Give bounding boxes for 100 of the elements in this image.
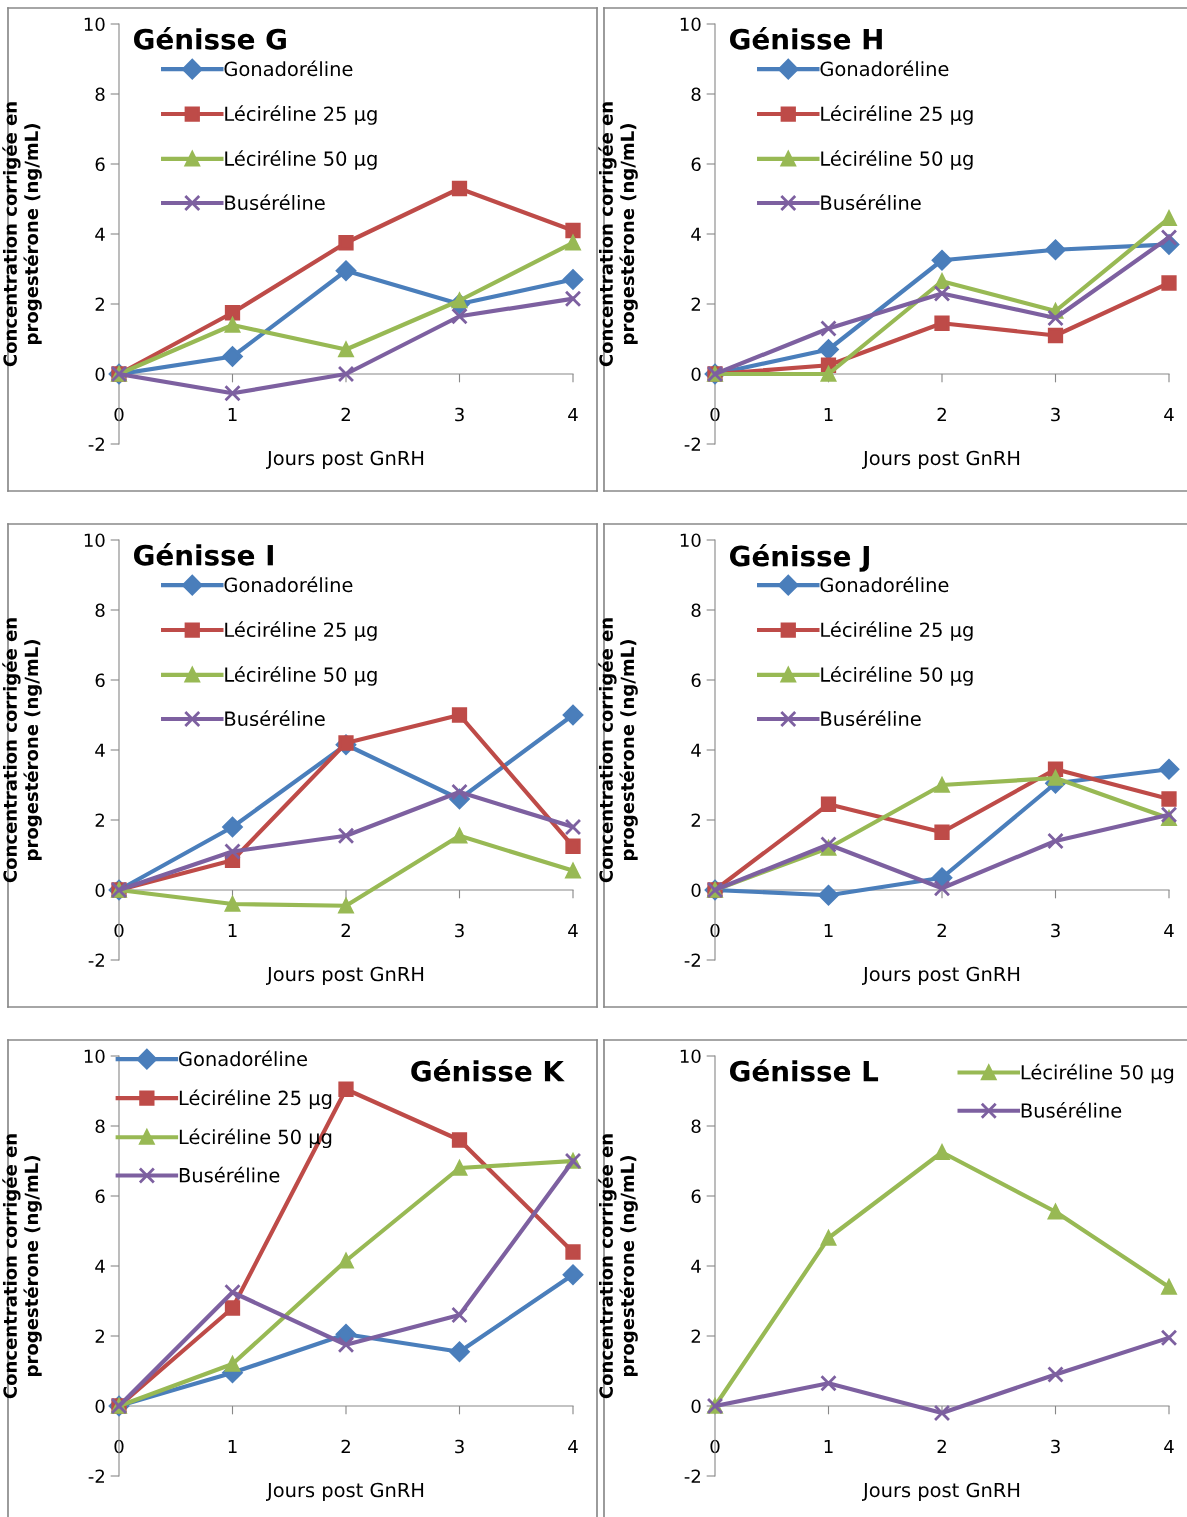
x-tick-label: 1 [228, 923, 237, 938]
x-axis-title: Jours post GnRH [862, 966, 1020, 986]
y-tick-label: 4 [691, 1259, 701, 1273]
y-tick-label: 8 [691, 603, 701, 618]
y-tick-label: -2 [684, 437, 700, 451]
y-tick-label: 6 [95, 1189, 105, 1204]
x-tick-label: 0 [114, 407, 124, 422]
legend-label: Gonadoréline [224, 576, 353, 593]
legend-label: Gonadoréline [224, 60, 353, 77]
y-tick-label: 6 [691, 157, 701, 172]
x-tick-label: 0 [710, 407, 720, 422]
y-tick-label: 0 [95, 1399, 105, 1414]
y-tick-label: 4 [691, 227, 701, 241]
legend-label: Buséréline [821, 194, 921, 211]
legend-label: Léciréline 25 µg [821, 105, 973, 125]
y-tick-label: 8 [691, 1119, 701, 1134]
y-axis-title: Concentration corrigée en progestérone (ng/mL) [598, 1134, 638, 1399]
y-tick-label: 0 [95, 367, 105, 382]
legend-label: Léciréline 50 µg [225, 666, 377, 686]
x-tick-label: 2 [341, 1439, 350, 1454]
y-tick-label: 2 [95, 813, 104, 827]
y-tick-label: 10 [680, 533, 701, 548]
y-tick-label: 6 [691, 673, 701, 688]
x-tick-label: 0 [114, 1439, 124, 1454]
y-tick-label: 0 [691, 883, 701, 898]
x-tick-label: 4 [1164, 1439, 1174, 1454]
legend-label: Buséréline [225, 710, 325, 727]
y-tick-label: -2 [88, 1469, 104, 1483]
y-tick-label: 6 [95, 673, 105, 688]
x-tick-label: 3 [1051, 407, 1060, 422]
y-axis-title: Concentration corrigée en progestérone (ng/mL) [2, 1134, 42, 1399]
y-tick-label: 2 [691, 813, 700, 827]
x-tick-label: 1 [824, 407, 833, 422]
y-tick-label: -2 [88, 437, 104, 451]
y-tick-label: 4 [95, 227, 105, 241]
x-axis-title: Jours post GnRH [266, 966, 424, 986]
legend-label: Buséréline [225, 194, 325, 211]
y-tick-label: 0 [691, 367, 701, 382]
y-tick-label: 10 [680, 1049, 701, 1064]
x-tick-label: 1 [824, 1439, 833, 1454]
x-tick-label: 2 [341, 407, 350, 422]
legend-label: Gonadoréline [820, 576, 949, 593]
x-tick-label: 2 [937, 407, 946, 422]
x-tick-label: 3 [1051, 923, 1060, 938]
x-tick-label: 3 [455, 1439, 464, 1454]
y-tick-label: 6 [691, 1189, 701, 1204]
x-tick-label: 1 [824, 923, 833, 938]
chart-title: Génisse L [730, 1059, 879, 1082]
y-tick-label: 0 [691, 1399, 701, 1414]
y-tick-label: 2 [691, 297, 700, 311]
legend-label: Buséréline [1021, 1102, 1122, 1118]
y-axis-title: Concentration corrigée en progestérone (ng/mL) [2, 618, 42, 883]
x-axis-title: Jours post GnRH [266, 450, 424, 470]
chart-title: Génisse J [730, 543, 869, 572]
legend-label: Buséréline [821, 710, 921, 727]
x-axis-title: Jours post GnRH [862, 1482, 1020, 1502]
y-axis-title: Concentration corrigée en progestérone (ng/mL) [598, 618, 638, 883]
y-tick-label: 2 [95, 1329, 104, 1343]
chart-title: Génisse K [411, 1059, 565, 1082]
y-tick-label: 8 [95, 87, 105, 102]
x-tick-label: 4 [568, 1439, 578, 1454]
y-tick-label: -2 [684, 953, 700, 967]
x-tick-label: 4 [568, 407, 578, 422]
chart-title: Génisse I [134, 543, 273, 566]
x-tick-label: 2 [937, 1439, 946, 1454]
x-tick-label: 0 [710, 923, 720, 938]
y-tick-label: -2 [88, 953, 104, 967]
x-tick-label: 0 [114, 923, 124, 938]
y-tick-label: 10 [680, 17, 701, 32]
y-tick-label: 10 [84, 533, 105, 548]
chart-title: Génisse G [134, 27, 286, 50]
legend-label: Léciréline 25 µg [179, 1089, 332, 1110]
y-tick-label: 8 [691, 87, 701, 102]
legend-label: Léciréline 50 µg [821, 666, 973, 686]
legend-label: Gonadoréline [820, 60, 949, 77]
x-tick-label: 4 [568, 923, 578, 938]
y-axis-title: Concentration corrigée en progestérone (ng/mL) [2, 102, 42, 367]
chart-title: Génisse H [730, 27, 882, 50]
y-tick-label: 8 [95, 1119, 105, 1134]
x-tick-label: 2 [341, 923, 350, 938]
x-tick-label: 4 [1164, 407, 1174, 422]
y-tick-label: -2 [684, 1469, 700, 1483]
y-tick-label: 0 [95, 883, 105, 898]
y-tick-label: 8 [95, 603, 105, 618]
x-axis-title: Jours post GnRH [266, 1482, 424, 1502]
y-tick-label: 10 [84, 1049, 105, 1064]
legend-label: Gonadoréline [179, 1050, 307, 1067]
x-axis-title: Jours post GnRH [862, 450, 1020, 470]
legend-label: Léciréline 50 µg [1021, 1063, 1174, 1084]
legend-label: Léciréline 25 µg [225, 105, 377, 125]
x-tick-label: 0 [710, 1439, 720, 1454]
y-axis-title: Concentration corrigée en progestérone (ng/mL) [598, 102, 638, 367]
legend-label: Léciréline 25 µg [225, 621, 377, 641]
x-tick-label: 3 [1051, 1439, 1060, 1454]
y-tick-label: 4 [691, 743, 701, 757]
y-tick-label: 4 [95, 743, 105, 757]
y-tick-label: 2 [691, 1329, 700, 1343]
y-tick-label: 6 [95, 157, 105, 172]
x-tick-label: 4 [1164, 923, 1174, 938]
legend-label: Buséréline [179, 1166, 280, 1183]
